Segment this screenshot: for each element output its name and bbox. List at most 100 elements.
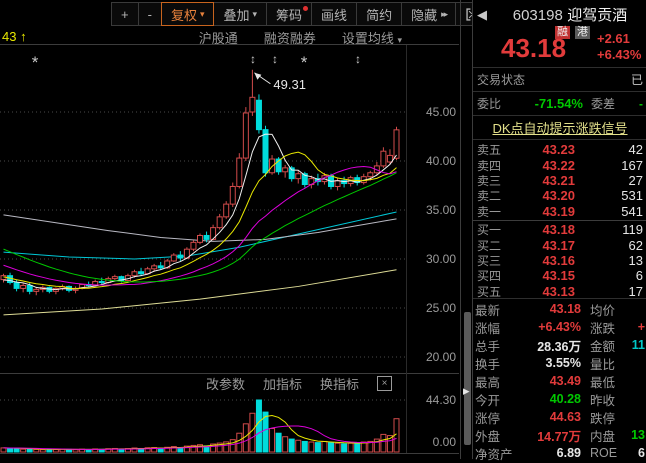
candle xyxy=(26,284,33,292)
volume-bar xyxy=(183,445,190,453)
volume-bar xyxy=(229,439,236,453)
volume-bar xyxy=(386,435,393,453)
ask-volume: 42 xyxy=(628,142,643,158)
candle xyxy=(288,167,295,180)
volume-bar xyxy=(197,444,203,453)
switch-indicator-button[interactable]: 换指标 xyxy=(319,377,359,392)
volume-bar xyxy=(111,447,118,453)
stat-label: 量比 xyxy=(590,357,616,372)
chevron-down-icon: ▾ xyxy=(199,8,205,19)
candle xyxy=(223,203,230,218)
ask-volume: 541 xyxy=(621,203,643,219)
grid: 45.00 40.00 35.00 30.00 25.00 20.00 44.30 0.00 xyxy=(0,105,456,449)
volume-bar xyxy=(85,449,92,453)
ask-label: 卖五 xyxy=(477,143,502,158)
zoom-out-button[interactable]: - xyxy=(137,2,162,26)
bid-label: 买四 xyxy=(477,269,502,284)
ask-label: 卖三 xyxy=(477,173,502,188)
bid-row[interactable]: 买三 43.16 13 xyxy=(473,253,646,268)
candle xyxy=(380,150,387,167)
ask-row[interactable]: 卖二 43.20 531 xyxy=(473,188,646,203)
candle xyxy=(197,234,203,243)
candle xyxy=(275,158,282,173)
stat-value: 3.55% xyxy=(545,356,581,370)
close-indicator-icon[interactable]: × xyxy=(377,376,392,391)
link-hugutong[interactable]: 沪股通 xyxy=(198,31,238,46)
bid-row[interactable]: 买二 43.17 62 xyxy=(473,237,646,253)
stat-label: 跌停 xyxy=(590,411,616,426)
stock-badges: 融港 xyxy=(555,26,590,39)
candle xyxy=(282,167,289,173)
volume-bar xyxy=(360,441,367,453)
y-axis-label: 25.00 xyxy=(426,301,456,315)
chips-label: 筹码 xyxy=(276,7,303,23)
volume-bar xyxy=(164,446,171,453)
add-indicator-button[interactable]: 加指标 xyxy=(262,377,302,392)
candle xyxy=(190,241,197,250)
bid-row[interactable]: 买一 43.18 119 xyxy=(473,222,646,237)
volume-bar xyxy=(308,441,315,453)
y-axis-label: 35.00 xyxy=(426,203,456,217)
stat-value: 6 xyxy=(638,446,645,460)
candle xyxy=(138,271,145,275)
link-rongzirongquan[interactable]: 融资融券 xyxy=(263,31,316,46)
simple-button[interactable]: 简约 xyxy=(356,2,403,26)
volume-bar xyxy=(288,438,295,453)
ask-row[interactable]: 卖五 43.23 42 xyxy=(473,142,646,157)
ma-settings-button[interactable]: 设置均线 ▾ xyxy=(341,31,402,46)
bid-label: 买二 xyxy=(477,238,502,253)
volume-plot xyxy=(0,399,400,453)
ask-row[interactable]: 卖一 43.19 541 xyxy=(473,204,646,219)
candle xyxy=(98,281,105,284)
bid-row[interactable]: 买五 43.13 17 xyxy=(473,284,646,299)
draw-line-button[interactable]: 画线 xyxy=(311,2,358,26)
stat-value: + xyxy=(637,320,645,334)
stat-label: 均价 xyxy=(590,303,616,318)
red-dot-icon xyxy=(303,6,309,11)
candle xyxy=(334,180,341,187)
candle xyxy=(249,96,256,113)
weicha-label: 委差 xyxy=(590,97,615,111)
indicator-toolbar: 改参数 加指标 换指标 × xyxy=(0,374,392,393)
ask-row[interactable]: 卖三 43.21 27 xyxy=(473,173,646,188)
hide-button[interactable]: 隐藏 ▸▸ xyxy=(401,2,457,26)
bid-price: 43.18 xyxy=(542,222,575,238)
volume-bar xyxy=(275,432,282,453)
candle xyxy=(295,173,302,180)
candle xyxy=(229,185,236,205)
vertical-scrollbar[interactable] xyxy=(464,312,471,445)
candle xyxy=(242,112,249,159)
stat-row: 总手 28.36万 金额 11 xyxy=(473,336,646,354)
overlay-button[interactable]: 叠加 ▾ xyxy=(213,2,268,26)
ma250-line xyxy=(3,269,397,316)
chips-button[interactable]: 筹码 xyxy=(266,2,313,26)
change-value: +2.61 xyxy=(597,31,630,46)
ma30-line xyxy=(3,172,397,283)
volume-bar xyxy=(341,443,348,453)
ask-label: 卖四 xyxy=(477,158,502,173)
candle xyxy=(203,234,210,240)
back-icon[interactable]: ◀ xyxy=(477,7,487,22)
ask-row[interactable]: 卖四 43.22 167 xyxy=(473,157,646,173)
volume-bar xyxy=(321,440,328,453)
fuquan-label: 复权 xyxy=(170,7,197,23)
expand-panel-icon[interactable]: ▸ xyxy=(463,383,470,398)
change-params-button[interactable]: 改参数 xyxy=(205,377,245,392)
candlestick-chart[interactable]: 45.00 40.00 35.00 30.00 25.00 20.00 44.30 0.00 *… xyxy=(0,0,460,459)
quote-header: ◀ 603198 迎驾贡酒 融港 43.18 +2.61 +6.43% xyxy=(473,0,646,68)
zoom-out-label: - xyxy=(147,6,152,22)
candle xyxy=(393,129,400,159)
zoom-in-button[interactable]: + xyxy=(111,2,139,26)
candle xyxy=(151,265,158,270)
draw-line-label: 画线 xyxy=(321,7,348,23)
volume-bar xyxy=(210,443,217,453)
fuquan-button[interactable]: 复权 ▾ xyxy=(160,2,215,26)
candle xyxy=(170,254,177,262)
stat-label: 换手 xyxy=(475,357,501,372)
ask-label: 卖一 xyxy=(477,204,502,219)
badge-融: 融 xyxy=(555,26,570,39)
trade-status-row: 交易状态 已 xyxy=(473,68,646,92)
ask-volume: 167 xyxy=(621,157,643,173)
dk-signal-link[interactable]: DK点自动提示涨跌信号 xyxy=(492,121,628,136)
bid-row[interactable]: 买四 43.15 6 xyxy=(473,268,646,283)
